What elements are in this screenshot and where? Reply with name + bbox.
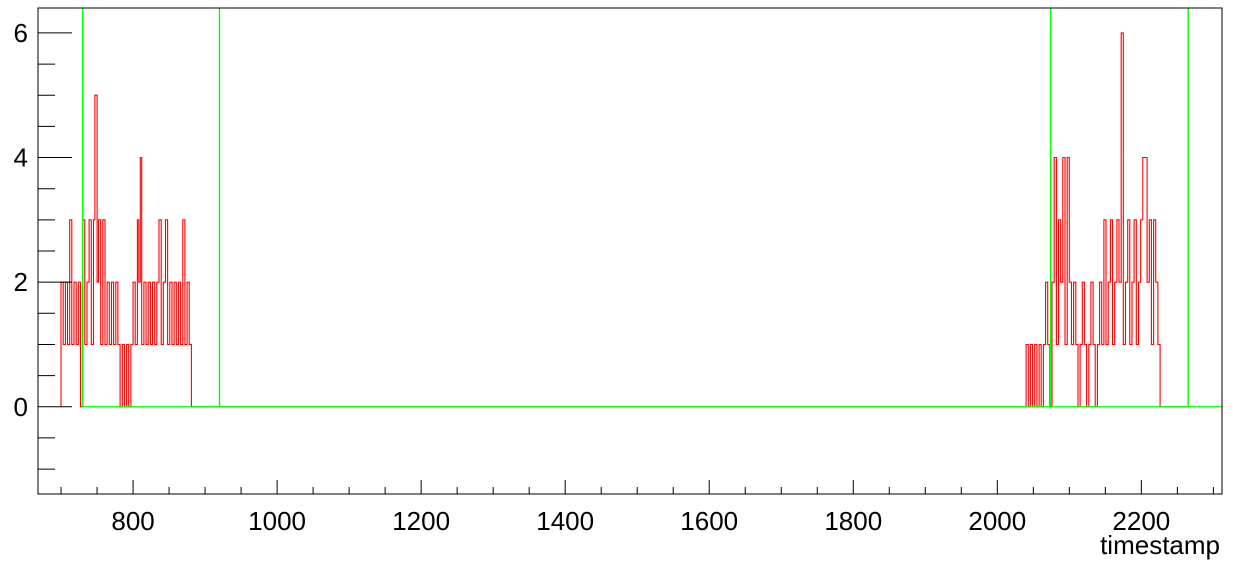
x-axis-label: timestamp: [1100, 530, 1220, 560]
axes-layer: 800 1000 1200 1400 1600 1800 2000 2200 0 2 4 6: [14, 7, 1223, 536]
red-series-line: [60, 32, 1189, 408]
x-tick-label: 1600: [680, 506, 738, 536]
y-tick-label: 2: [14, 267, 28, 297]
y-tick-label: 0: [14, 392, 28, 422]
y-tick-label: 4: [14, 143, 28, 173]
y-tick-label: 6: [14, 18, 28, 48]
series-layer: [60, 8, 1222, 408]
x-tick-label: 2000: [968, 506, 1026, 536]
x-tick-label: 1000: [248, 506, 306, 536]
x-tick-label: 1400: [536, 506, 594, 536]
x-tick-label: 2200: [1112, 506, 1170, 536]
plot-frame: [37, 7, 1223, 495]
x-tick-label: 800: [111, 506, 154, 536]
x-tick-label: 1800: [824, 506, 882, 536]
x-tick-label: 1200: [392, 506, 450, 536]
